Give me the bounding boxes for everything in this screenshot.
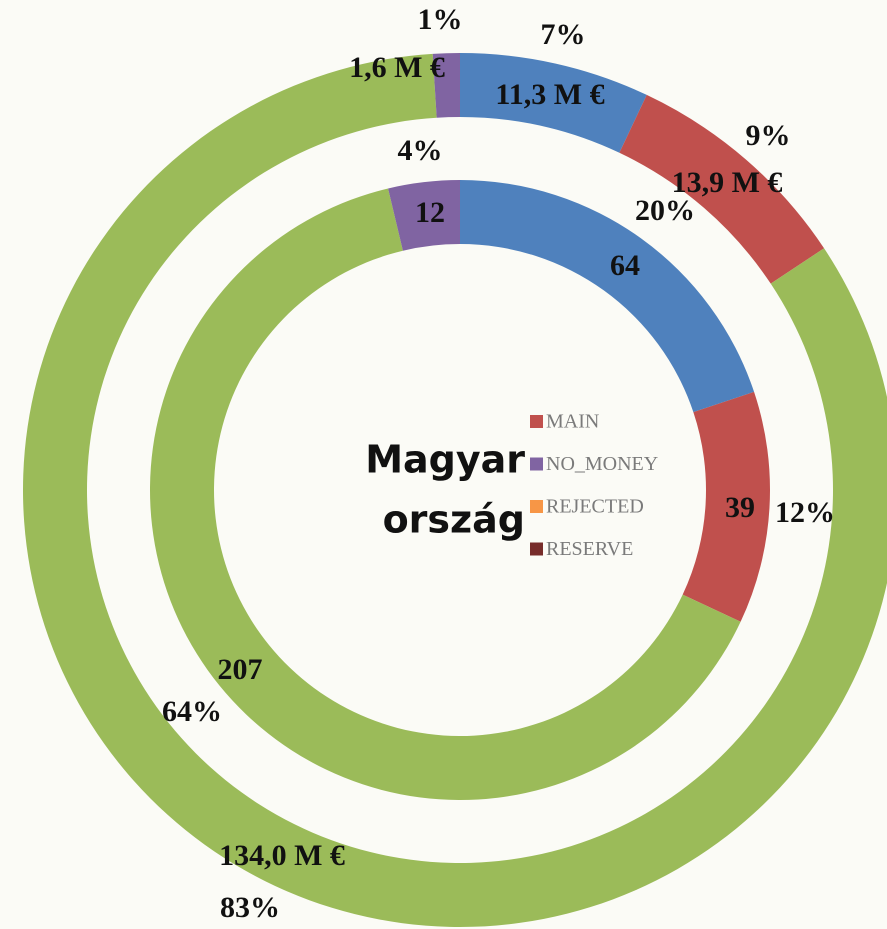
- percent-label: 64%: [162, 695, 222, 728]
- value-label: 134,0 M €: [219, 839, 345, 872]
- percent-label: 7%: [541, 18, 586, 51]
- legend-swatch: [530, 500, 543, 513]
- value-label: 39: [725, 491, 755, 524]
- percent-label: 1%: [418, 3, 463, 36]
- legend-label: RESERVE: [546, 538, 633, 560]
- legend-swatch: [530, 542, 543, 556]
- legend-label: MAIN: [546, 411, 599, 433]
- value-label: 12: [415, 196, 445, 229]
- percent-label: 9%: [746, 119, 791, 152]
- center-label: Magyar: [365, 438, 525, 482]
- legend-swatch: [530, 457, 543, 471]
- legend-swatch: [530, 415, 543, 428]
- donut-slice: [388, 180, 460, 251]
- legend-label: NO_MONEY: [546, 453, 658, 475]
- percent-label: 83%: [220, 891, 280, 924]
- value-label: 13,9 M €: [672, 166, 783, 199]
- value-label: 207: [218, 653, 263, 686]
- percent-label: 20%: [635, 194, 695, 227]
- donut-slice: [460, 53, 647, 153]
- donut-slice: [682, 391, 770, 622]
- center-label: ország: [383, 498, 525, 542]
- donut-slice: [460, 180, 755, 413]
- value-label: 64: [610, 249, 640, 282]
- percent-label: 4%: [398, 134, 443, 167]
- value-label: 11,3 M €: [495, 78, 604, 111]
- donut-slice: [619, 94, 825, 284]
- donut-slice: [432, 53, 460, 118]
- value-label: 1,6 M €: [349, 51, 445, 84]
- legend-label: REJECTED: [546, 496, 644, 518]
- percent-label: 12%: [775, 496, 835, 529]
